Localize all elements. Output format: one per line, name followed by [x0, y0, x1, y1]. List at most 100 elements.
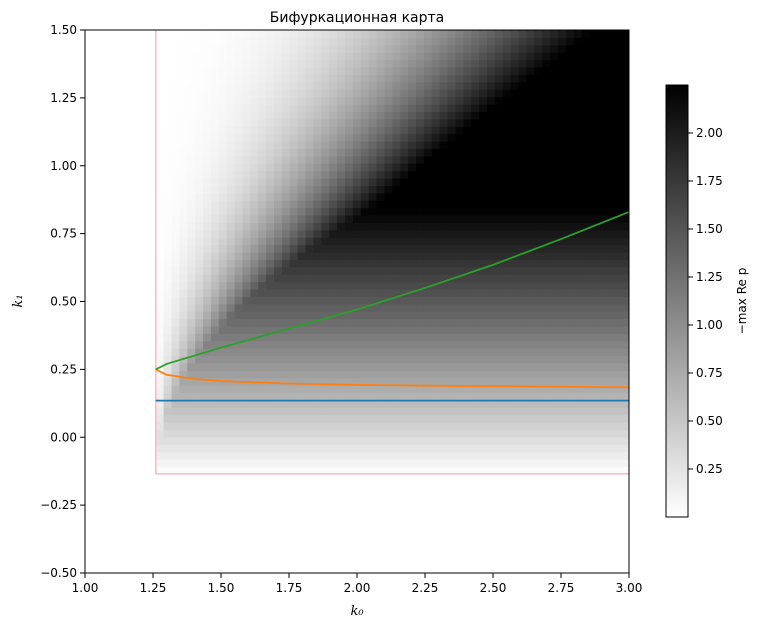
- heatmap-cell: [518, 459, 528, 468]
- heatmap-cell: [408, 192, 417, 201]
- heatmap-cell: [400, 244, 409, 253]
- heatmap-cell: [360, 399, 370, 408]
- heatmap-cell: [621, 281, 629, 290]
- heatmap-cell: [558, 89, 567, 98]
- heatmap-cell: [171, 214, 180, 223]
- heatmap-cell: [289, 325, 299, 334]
- heatmap-cell: [558, 303, 567, 312]
- heatmap-cell: [613, 207, 622, 216]
- heatmap-cell: [565, 340, 575, 349]
- heatmap-cell: [297, 148, 307, 157]
- heatmap-cell: [321, 333, 330, 342]
- heatmap-cell: [274, 222, 283, 231]
- heatmap-cell: [605, 377, 614, 386]
- heatmap-cell: [171, 251, 180, 260]
- heatmap-cell: [329, 30, 338, 38]
- heatmap-cell: [203, 163, 212, 172]
- heatmap-cell: [550, 37, 559, 46]
- heatmap-cell: [203, 436, 212, 445]
- heatmap-cell: [281, 163, 291, 172]
- heatmap-cell: [431, 451, 441, 460]
- heatmap-cell: [479, 170, 488, 179]
- heatmap-cell: [171, 325, 180, 334]
- heatmap-cell: [605, 407, 614, 416]
- heatmap-cell: [171, 126, 180, 135]
- heatmap-cell: [313, 118, 322, 127]
- heatmap-cell: [613, 96, 622, 105]
- heatmap-cell: [494, 81, 504, 90]
- heatmap-cell: [155, 251, 165, 260]
- heatmap-cell: [542, 140, 551, 149]
- heatmap-cell: [494, 318, 504, 327]
- heatmap-cell: [226, 325, 236, 334]
- heatmap-cell: [281, 399, 291, 408]
- heatmap-cell: [392, 362, 401, 371]
- heatmap-cell: [258, 466, 267, 475]
- heatmap-cell: [463, 96, 472, 105]
- heatmap-cell: [250, 244, 259, 253]
- heatmap-cell: [195, 355, 204, 364]
- heatmap-cell: [281, 459, 291, 468]
- heatmap-cell: [368, 340, 378, 349]
- heatmap-cell: [289, 422, 299, 431]
- heatmap-cell: [179, 407, 188, 416]
- heatmap-cell: [329, 259, 338, 268]
- heatmap-cell: [210, 355, 220, 364]
- heatmap-cell: [234, 259, 244, 268]
- heatmap-cell: [163, 451, 173, 460]
- heatmap-cell: [558, 414, 567, 423]
- heatmap-cell: [621, 274, 629, 283]
- heatmap-cell: [289, 37, 299, 46]
- heatmap-cell: [313, 422, 322, 431]
- heatmap-cell: [510, 407, 520, 416]
- heatmap-cell: [187, 96, 196, 105]
- heatmap-cell: [155, 66, 165, 75]
- heatmap-cell: [203, 340, 212, 349]
- heatmap-cell: [621, 214, 629, 223]
- heatmap-cell: [510, 163, 520, 172]
- heatmap-cell: [210, 429, 220, 438]
- heatmap-cell: [613, 281, 622, 290]
- heatmap-cell: [573, 200, 583, 209]
- heatmap-cell: [155, 459, 165, 468]
- heatmap-cell: [621, 177, 629, 186]
- heatmap-cell: [313, 37, 322, 46]
- heatmap-cell: [565, 407, 575, 416]
- heatmap-cell: [550, 244, 559, 253]
- heatmap-cell: [179, 111, 188, 120]
- heatmap-cell: [210, 296, 220, 305]
- heatmap-cell: [368, 44, 378, 53]
- heatmap-cell: [376, 407, 386, 416]
- heatmap-cell: [502, 303, 512, 312]
- heatmap-cell: [250, 407, 259, 416]
- heatmap-cell: [573, 185, 583, 194]
- heatmap-cell: [487, 163, 496, 172]
- heatmap-cell: [195, 59, 204, 68]
- heatmap-cell: [550, 325, 559, 334]
- heatmap-cell: [384, 370, 393, 379]
- heatmap-cell: [613, 399, 622, 408]
- heatmap-cell: [597, 288, 606, 297]
- heatmap-cell: [573, 37, 583, 46]
- heatmap-cell: [416, 407, 425, 416]
- heatmap-cell: [423, 103, 433, 112]
- heatmap-cell: [242, 222, 251, 231]
- heatmap-cell: [510, 370, 520, 379]
- heatmap-cell: [258, 89, 267, 98]
- heatmap-cell: [210, 274, 220, 283]
- heatmap-cell: [534, 148, 543, 157]
- heatmap-cell: [352, 370, 362, 379]
- heatmap-cell: [455, 436, 464, 445]
- heatmap-cell: [337, 399, 346, 408]
- heatmap-cell: [274, 74, 283, 83]
- heatmap-cell: [250, 74, 259, 83]
- heatmap-cell: [195, 318, 204, 327]
- heatmap-cell: [345, 414, 354, 423]
- heatmap-cell: [526, 333, 535, 342]
- heatmap-cell: [573, 126, 583, 135]
- heatmap-cell: [352, 192, 362, 201]
- heatmap-cell: [352, 392, 362, 401]
- heatmap-cell: [463, 355, 472, 364]
- heatmap-cell: [242, 266, 251, 275]
- heatmap-cell: [613, 163, 622, 172]
